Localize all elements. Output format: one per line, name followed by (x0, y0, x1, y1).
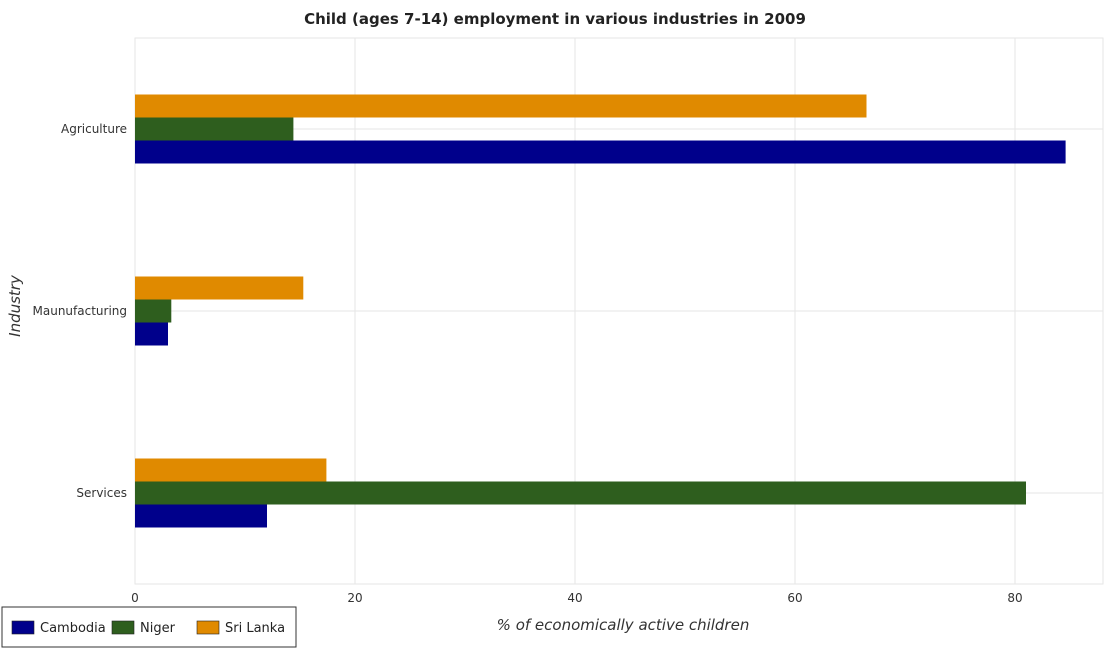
bar-sri-lanka (135, 94, 867, 118)
bar-cambodia (135, 504, 267, 528)
legend: Cambodia Niger Sri Lanka (1, 606, 297, 648)
bar-cambodia (135, 140, 1066, 164)
bar-sri-lanka (135, 276, 304, 300)
legend-swatch (11, 620, 35, 635)
bar-cambodia (135, 322, 168, 346)
bars (135, 94, 1066, 528)
bar-niger (135, 117, 294, 141)
legend-swatch (196, 620, 220, 635)
y-axis-ticks: Agriculture Maunufacturing Services (33, 122, 128, 500)
y-tick-label: Services (76, 486, 127, 500)
x-tick-label: 80 (1007, 591, 1022, 605)
x-tick-label: 20 (347, 591, 362, 605)
legend-label: Niger (140, 621, 176, 636)
x-tick-label: 40 (567, 591, 582, 605)
bar-niger (135, 481, 1026, 505)
bar-sri-lanka (135, 458, 327, 482)
y-tick-label: Maunufacturing (33, 304, 128, 318)
y-axis-label: Industry (6, 274, 24, 337)
x-tick-label: 0 (131, 591, 139, 605)
legend-label: Sri Lanka (225, 621, 285, 636)
x-axis-ticks: 0 20 40 60 80 (131, 591, 1022, 605)
legend-box (1, 606, 297, 648)
x-tick-label: 60 (787, 591, 802, 605)
bar-niger (135, 299, 172, 323)
y-tick-label: Agriculture (61, 122, 127, 136)
chart-title: Child (ages 7-14) employment in various … (304, 10, 806, 28)
legend-swatch (111, 620, 135, 635)
x-axis-label: % of economically active children (497, 616, 750, 634)
legend-label: Cambodia (40, 621, 106, 636)
